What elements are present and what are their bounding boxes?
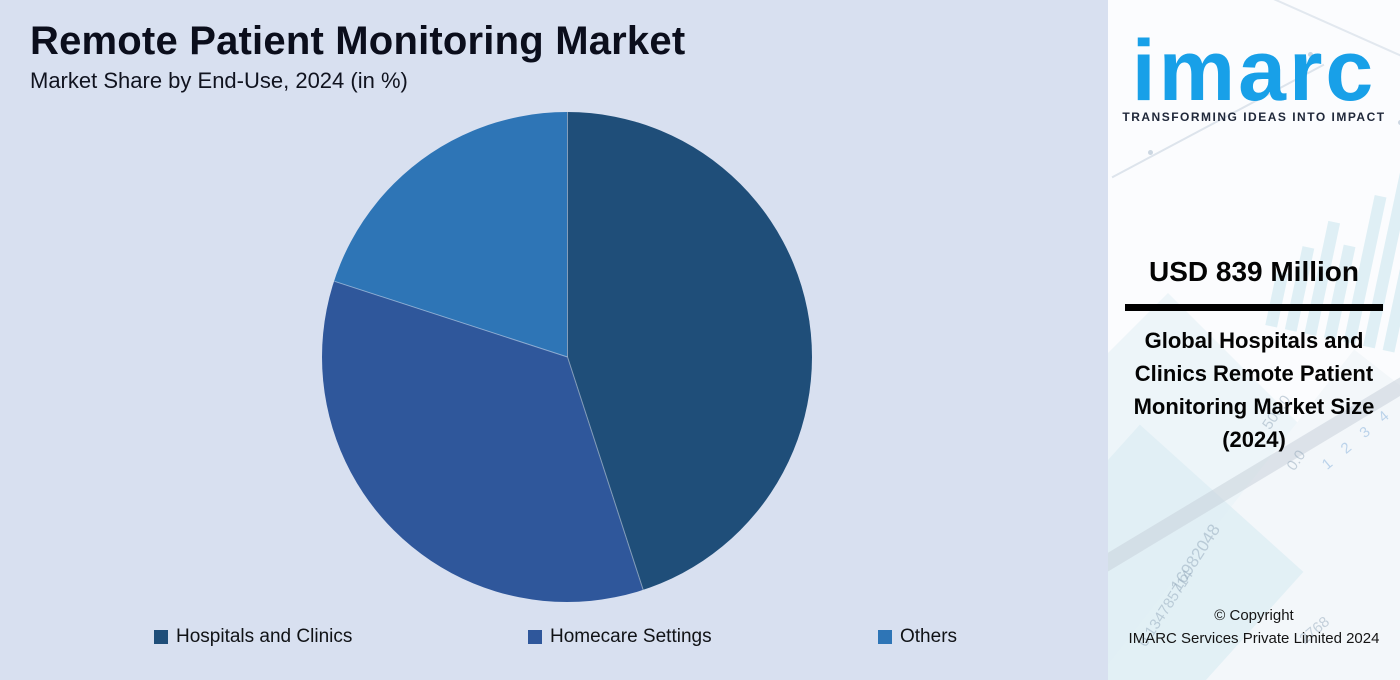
legend-label-hospitals-and-clinics: Hospitals and Clinics [176,626,353,647]
copyright-line1: © Copyright [1214,607,1294,624]
legend-swatch-others [878,630,892,644]
legend-swatch-hospitals-and-clinics [154,630,168,644]
divider [1125,304,1383,311]
imarc-logo: imarc [1131,23,1377,119]
market-size-value: USD 839 Million [1148,256,1360,287]
chart-panel: Remote Patient Monitoring Market Market … [0,0,1108,680]
market-size-label: Global Hospitals and Clinics Remote Pati… [1133,328,1375,452]
legend-label-homecare-settings: Homecare Settings [550,626,712,647]
watermark-bar-chart [1265,115,1400,356]
legend-item-others: Others [878,626,957,648]
watermark-number: 16982048 [1166,520,1224,595]
legend-swatch-homecare-settings [528,630,542,644]
legend-item-homecare-settings: Homecare Settings [528,626,712,648]
watermark-bar [1382,144,1400,353]
copyright: © Copyright IMARC Services Private Limit… [1108,604,1400,650]
copyright-line2: IMARC Services Private Limited 2024 [1128,630,1380,647]
legend-label-others: Others [900,626,958,647]
chart-title: Remote Patient Monitoring Market [30,19,686,63]
chart-subtitle: Market Share by End-Use, 2024 (in %) [30,68,408,93]
watermark-dot [1148,150,1153,155]
brand-sidebar: 500.0 0.0 1 2 3 4 16982048 0.134785714 2… [1108,0,1400,680]
brand-tagline: TRANSFORMING IDEAS INTO IMPACT [1122,110,1386,124]
legend-item-hospitals-and-clinics: Hospitals and Clinics [154,626,352,648]
pie-chart [322,112,812,602]
